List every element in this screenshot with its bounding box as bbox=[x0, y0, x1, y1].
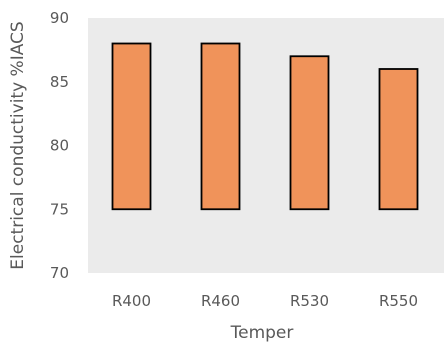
bar-r550 bbox=[378, 68, 419, 211]
bar-r530 bbox=[289, 55, 330, 211]
y-tick-label: 80 bbox=[50, 137, 69, 155]
bar-r400 bbox=[111, 42, 152, 211]
x-tick-label: R400 bbox=[112, 292, 151, 310]
x-tick-label: R530 bbox=[290, 292, 329, 310]
x-tick-label: R460 bbox=[201, 292, 240, 310]
x-axis-ticks: R400 R460 R530 R550 bbox=[112, 292, 418, 310]
x-tick-label: R550 bbox=[379, 292, 418, 310]
y-tick-label: 75 bbox=[50, 200, 69, 218]
y-tick-label: 85 bbox=[50, 73, 69, 91]
x-axis-title: Temper bbox=[230, 323, 294, 343]
y-tick-label: 70 bbox=[50, 264, 69, 282]
y-tick-label: 90 bbox=[50, 9, 69, 27]
y-axis-ticks: 70 75 80 85 90 bbox=[50, 9, 69, 282]
bars bbox=[111, 42, 419, 211]
y-axis-title: Electrical conductivity %IACS bbox=[8, 21, 28, 269]
bar-r460 bbox=[200, 42, 241, 211]
